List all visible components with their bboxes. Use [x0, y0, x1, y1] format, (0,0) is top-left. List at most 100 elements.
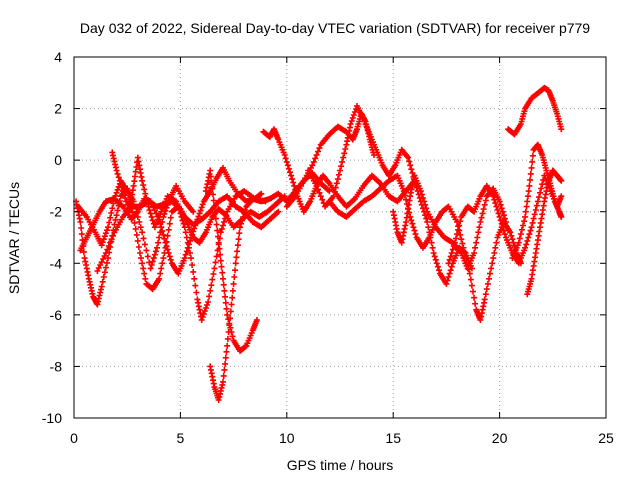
data-point [479, 221, 481, 223]
data-point [354, 208, 356, 210]
data-point [369, 133, 371, 135]
x-tick-label: 5 [177, 430, 185, 446]
data-point [543, 87, 545, 89]
data-point [113, 224, 115, 226]
data-point [475, 309, 477, 311]
data-point [552, 100, 554, 102]
data-point [350, 123, 352, 125]
data-point [556, 175, 558, 177]
data-point [426, 211, 428, 213]
data-point [537, 144, 539, 146]
data-point [222, 278, 224, 280]
data-point [269, 218, 271, 220]
data-layer [73, 84, 565, 403]
data-point [518, 262, 520, 264]
data-point [337, 195, 339, 197]
data-point [190, 257, 192, 259]
data-point [84, 257, 86, 259]
data-point [545, 169, 548, 172]
data-point [86, 236, 88, 239]
data-point [252, 329, 254, 331]
data-point [154, 226, 156, 228]
data-point [307, 169, 309, 172]
data-point [405, 221, 407, 223]
plus-markers [505, 84, 565, 138]
data-point [486, 195, 488, 197]
data-point [122, 190, 124, 192]
y-tick-label: -10 [42, 410, 62, 426]
data-point [520, 123, 522, 125]
data-point [101, 244, 103, 246]
data-point [269, 198, 271, 200]
data-point [233, 226, 235, 228]
data-point [228, 180, 230, 182]
data-point [133, 200, 135, 202]
data-point [113, 231, 115, 233]
data-point [560, 195, 562, 197]
data-point [105, 252, 107, 254]
data-point [524, 108, 526, 110]
y-tick-label: -2 [50, 204, 63, 220]
data-point [192, 211, 194, 213]
data-point [284, 154, 286, 156]
data-point [328, 182, 330, 184]
data-point [192, 236, 194, 239]
data-point [139, 206, 141, 208]
data-point [558, 211, 560, 213]
data-point [535, 252, 537, 254]
data-point [543, 175, 545, 177]
data-point [433, 252, 435, 254]
data-point [171, 211, 173, 213]
data-point [294, 195, 296, 197]
data-point [322, 175, 324, 177]
axis-ticks: 0 5 10 15 20 25 -10 -8 -6 -4 -2 0 2 4 [42, 49, 614, 446]
data-point [269, 136, 271, 138]
data-point [196, 298, 198, 300]
plus-markers [207, 170, 333, 403]
data-point [354, 198, 356, 200]
data-point [426, 221, 428, 223]
data-point [96, 270, 98, 272]
x-tick-label: 15 [385, 430, 401, 446]
data-point [356, 128, 358, 130]
data-point [167, 195, 169, 197]
data-point [345, 216, 347, 218]
data-point [286, 200, 288, 202]
data-point [141, 180, 143, 182]
data-point [273, 128, 275, 130]
data-point [158, 278, 160, 280]
data-point [209, 169, 211, 172]
data-point [184, 200, 186, 202]
data-point [237, 193, 239, 195]
series-track-6 [202, 167, 260, 354]
data-point [362, 185, 364, 187]
data-point [88, 278, 90, 280]
data-point [460, 252, 462, 254]
data-point [252, 198, 254, 200]
series-track-14 [505, 84, 565, 138]
data-point [311, 164, 313, 166]
data-point [209, 211, 211, 213]
data-point [401, 149, 403, 151]
data-point [439, 273, 441, 275]
data-point [226, 314, 228, 316]
data-point [160, 211, 162, 213]
x-tick-label: 25 [598, 430, 614, 446]
data-point [256, 319, 258, 321]
data-point [120, 195, 122, 197]
data-point [422, 247, 424, 249]
data-point [560, 128, 562, 130]
data-point [235, 206, 237, 208]
data-point [309, 200, 311, 202]
data-point [560, 216, 562, 218]
data-point [79, 249, 81, 251]
data-point [392, 211, 394, 213]
data-point [316, 185, 318, 187]
data-point [345, 144, 347, 146]
data-point [213, 386, 215, 388]
data-point [107, 257, 109, 259]
data-point [192, 224, 194, 226]
data-point [496, 236, 499, 239]
data-point [505, 221, 507, 223]
